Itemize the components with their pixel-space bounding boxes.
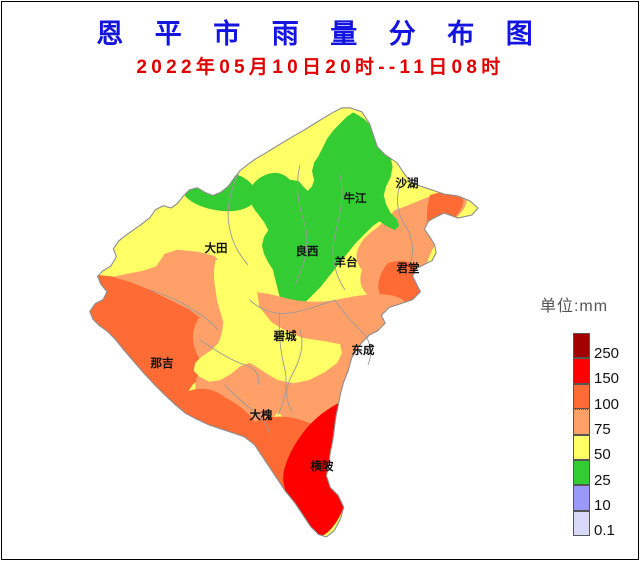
svg-text:那吉: 那吉 — [151, 356, 174, 370]
svg-text:大田: 大田 — [205, 241, 228, 255]
svg-text:大槐: 大槐 — [250, 408, 273, 422]
svg-text:良西: 良西 — [296, 244, 319, 258]
svg-text:君堂: 君堂 — [397, 261, 420, 275]
svg-text:碧城: 碧城 — [273, 329, 297, 343]
svg-text:东成: 东成 — [352, 343, 375, 357]
svg-text:牛江: 牛江 — [344, 191, 367, 205]
svg-text:沙湖: 沙湖 — [396, 176, 419, 190]
svg-text:横陂: 横陂 — [311, 459, 334, 473]
svg-text:羊台: 羊台 — [335, 255, 358, 269]
